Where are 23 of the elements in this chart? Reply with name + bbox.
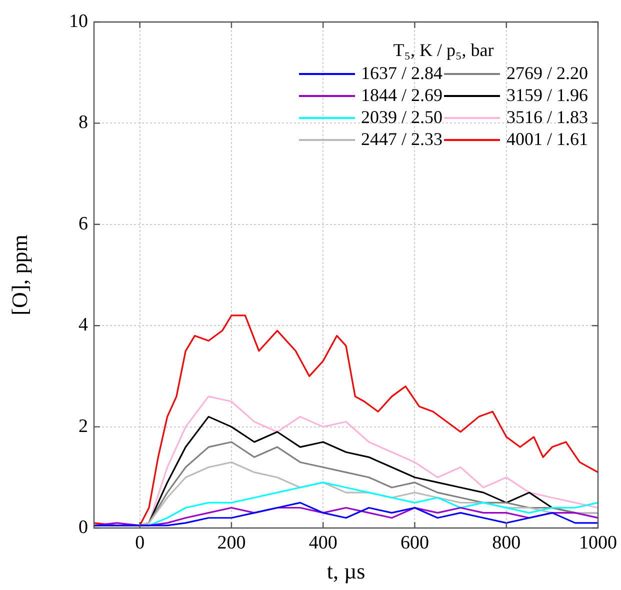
y-tick-label: 0 (78, 516, 88, 538)
legend-title: T₅, K / p₅, bar (392, 40, 495, 61)
y-tick-label: 4 (78, 314, 88, 336)
y-tick-label: 2 (78, 416, 88, 437)
legend-label: 2769 / 2.20 (506, 63, 588, 84)
legend-label: 4001 / 1.61 (506, 129, 588, 150)
y-tick-label: 8 (78, 112, 88, 134)
legend-label: 2039 / 2.50 (360, 107, 442, 128)
legend-label: 3516 / 1.83 (506, 107, 588, 128)
legend-label: 1637 / 2.84 (360, 63, 442, 84)
x-tick-label: 200 (217, 532, 246, 554)
y-tick-label: 10 (69, 10, 88, 32)
x-tick-label: 800 (492, 532, 521, 554)
x-tick-label: 400 (308, 532, 338, 554)
legend-label: 3159 / 1.96 (506, 85, 588, 106)
y-axis-title: [O], ppm (6, 234, 32, 316)
x-tick-label: 600 (400, 532, 429, 554)
legend-label: 2447 / 2.33 (360, 129, 442, 150)
x-axis-title: t, µs (326, 558, 366, 584)
x-tick-label: 0 (135, 532, 145, 554)
x-tick-label: 1000 (579, 532, 617, 554)
y-tick-label: 6 (78, 213, 88, 234)
legend-label: 1844 / 2.69 (360, 85, 442, 106)
